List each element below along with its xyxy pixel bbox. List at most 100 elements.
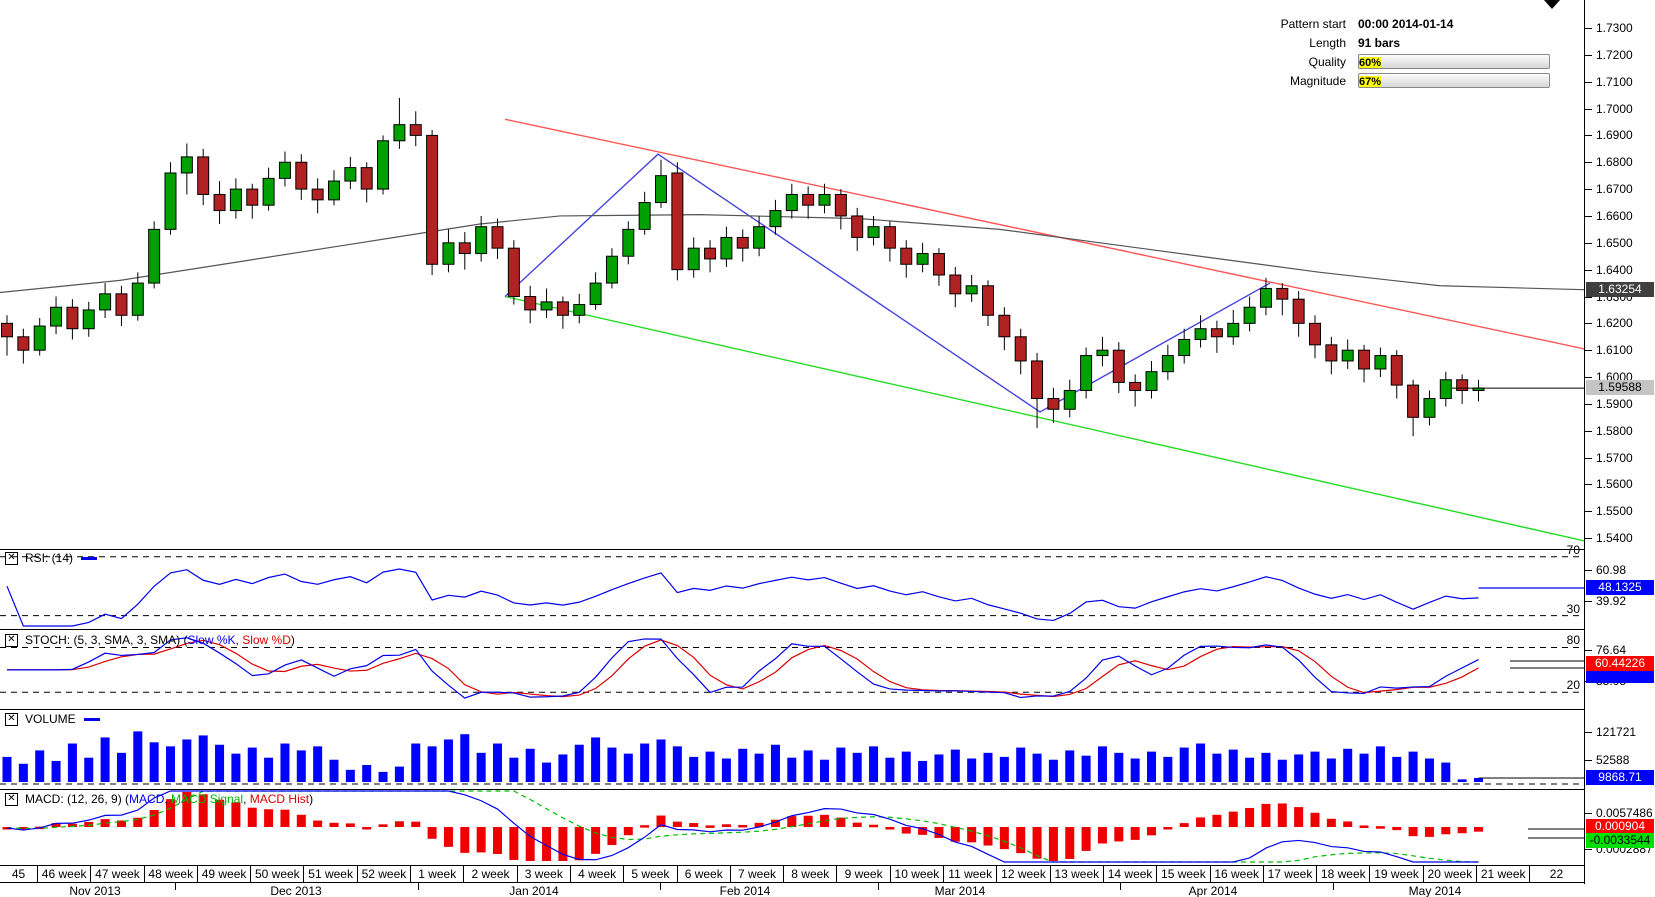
xaxis-month-label: Jan 2014 — [509, 884, 559, 897]
price-tick-label: 1.6900 — [1596, 128, 1633, 143]
panel-divider[interactable] — [0, 789, 1584, 790]
xaxis-week-cell: 11 week — [943, 866, 996, 882]
xaxis-week-cell: 47 week — [90, 866, 143, 882]
price-tick-mark — [1585, 538, 1592, 540]
price-tick-mark — [1585, 189, 1592, 191]
macd-line-label: MACD — [129, 792, 165, 806]
xaxis-week-cell: 14 week — [1102, 866, 1156, 882]
pattern-info-box: Pattern start 00:00 2014-01-14 Length 91… — [1140, 14, 1560, 90]
price-tick-label: 1.7200 — [1596, 47, 1633, 62]
price-tick-mark — [1585, 430, 1592, 432]
xaxis-week-cell: 5 week — [623, 866, 676, 882]
main-candlestick-chart[interactable] — [0, 0, 1584, 549]
stoch-checkbox-icon[interactable]: ✕ — [5, 633, 18, 647]
volume-tick-label: 52588 — [1596, 753, 1630, 767]
xaxis-week-cell: 4 week — [569, 866, 623, 882]
xaxis-month-tick — [418, 883, 419, 890]
stoch-k-label: Slow %K — [187, 633, 236, 647]
panel-divider[interactable] — [0, 549, 1584, 550]
price-tick-mark — [1585, 511, 1592, 513]
rsi-tick-mark — [1585, 570, 1592, 571]
pattern-start-value: 00:00 2014-01-14 — [1358, 16, 1454, 31]
price-tick-label: 1.6600 — [1596, 208, 1633, 223]
xaxis-week-cell: 18 week — [1316, 866, 1369, 882]
stoch-k-value-box-partial — [1586, 668, 1654, 683]
length-value: 91 bars — [1358, 35, 1401, 50]
volume-tick-mark — [1585, 732, 1592, 733]
panel-divider[interactable] — [0, 629, 1584, 630]
macd-tick-mark — [1585, 813, 1592, 814]
xaxis-week-cell: 8 week — [783, 866, 836, 882]
xaxis-month-tick — [660, 883, 661, 890]
price-tick-label: 1.6200 — [1596, 316, 1633, 331]
xaxis-week-cell: 3 week — [516, 866, 570, 882]
xaxis-week-cell: 2 week — [463, 866, 516, 882]
xaxis-week-cell: 45 — [11, 867, 26, 881]
volume-legend-line-icon — [83, 717, 100, 721]
xaxis-month-tick — [878, 883, 879, 890]
xaxis-week-row: 45 46 week 47 week 48 week 49 week 50 week 51 … — [0, 865, 1584, 883]
xaxis-week-cell: 20 week — [1422, 866, 1476, 882]
price-tick-label: 1.5400 — [1596, 531, 1633, 546]
length-label: Length — [1309, 35, 1346, 50]
rsi-lower-level-label: 30 — [1566, 601, 1580, 616]
rsi-panel-header: ✕ RSI: (14) — [5, 551, 98, 565]
xaxis-week-cell: 12 week — [996, 866, 1049, 882]
xaxis-month-tick — [1333, 883, 1334, 890]
price-tick-mark — [1585, 81, 1592, 83]
macd-tick-label: 0.0057486 — [1596, 806, 1653, 820]
xaxis-month-label: Dec 2013 — [270, 884, 322, 897]
stoch-d-value-box: 60.44226 — [1586, 656, 1654, 671]
price-tick-label: 1.7300 — [1596, 21, 1633, 35]
rsi-upper-level-label: 70 — [1566, 542, 1580, 557]
xaxis-week-cell: 9 week — [836, 866, 889, 882]
xaxis-week-cell: 22 — [1529, 866, 1582, 882]
macd-checkbox-icon[interactable]: ✕ — [5, 792, 18, 806]
quality-row: Quality 60% — [1140, 52, 1560, 71]
pattern-start-row: Pattern start 00:00 2014-01-14 — [1140, 14, 1560, 33]
xaxis-week-cell: 50 week — [250, 866, 303, 882]
price-tick-label: 1.5600 — [1596, 477, 1633, 492]
scroll-position-marker-icon[interactable] — [1544, 0, 1560, 9]
magnitude-progress-fill: 67% — [1359, 76, 1382, 88]
macd-tick-mark — [1585, 849, 1592, 850]
macd-signal-value-box: -0.0033544 — [1586, 833, 1654, 848]
stoch-tick-label: 76.64 — [1596, 643, 1627, 657]
volume-tick-label: 121721 — [1596, 725, 1637, 739]
magnitude-label: Magnitude — [1289, 73, 1346, 88]
xaxis-week-cell: 46 week — [37, 866, 90, 882]
xaxis-week-cell: 1 week — [410, 866, 463, 882]
stoch-tick-mark — [1585, 650, 1592, 651]
rsi-checkbox-icon[interactable]: ✕ — [5, 551, 18, 565]
price-tick-label: 1.6400 — [1596, 262, 1633, 277]
price-tick-mark — [1585, 457, 1592, 459]
xaxis-week-cell: 7 week — [729, 866, 783, 882]
price-tick-label: 1.5500 — [1596, 504, 1633, 519]
xaxis-week-cell: 16 week — [1209, 866, 1263, 882]
volume-title: VOLUME — [25, 712, 76, 726]
price-tick-mark — [1585, 350, 1592, 352]
price-tick-label: 1.5700 — [1596, 450, 1633, 465]
macd-hist-value-box: 0.000904 — [1586, 819, 1654, 834]
macd-separator1: , — [164, 792, 172, 806]
xaxis-week-cell: 51 week — [303, 866, 356, 882]
xaxis-week-cell: 17 week — [1262, 866, 1316, 882]
rsi-tick-label: 39.92 — [1596, 594, 1627, 608]
rsi-title: RSI: (14) — [25, 551, 74, 565]
magnitude-row: Magnitude 67% — [1140, 71, 1560, 90]
price-tick-mark — [1585, 484, 1592, 486]
price-tick-mark — [1585, 403, 1592, 405]
xaxis-week-cell: 52 week — [356, 866, 410, 882]
panel-divider[interactable] — [0, 709, 1584, 710]
stoch-upper-level-label: 80 — [1566, 633, 1580, 648]
xaxis-week-cell: 49 week — [196, 866, 250, 882]
quality-progress-bar: 60% — [1358, 54, 1550, 69]
quality-progress-fill: 60% — [1359, 57, 1382, 69]
stoch-lower-level-label: 20 — [1566, 678, 1580, 693]
price-tick-mark — [1585, 162, 1592, 164]
volume-checkbox-icon[interactable]: ✕ — [5, 712, 18, 726]
stoch-panel-header: ✕ STOCH: (5, 3, SMA, 3, SMA) (Slow %K, S… — [5, 633, 295, 647]
stoch-d-label: Slow %D — [242, 633, 291, 647]
stoch-title: STOCH: (5, 3, SMA, 3, SMA) (Slow %K, Slo… — [25, 633, 295, 647]
price-tick-mark — [1585, 215, 1592, 217]
